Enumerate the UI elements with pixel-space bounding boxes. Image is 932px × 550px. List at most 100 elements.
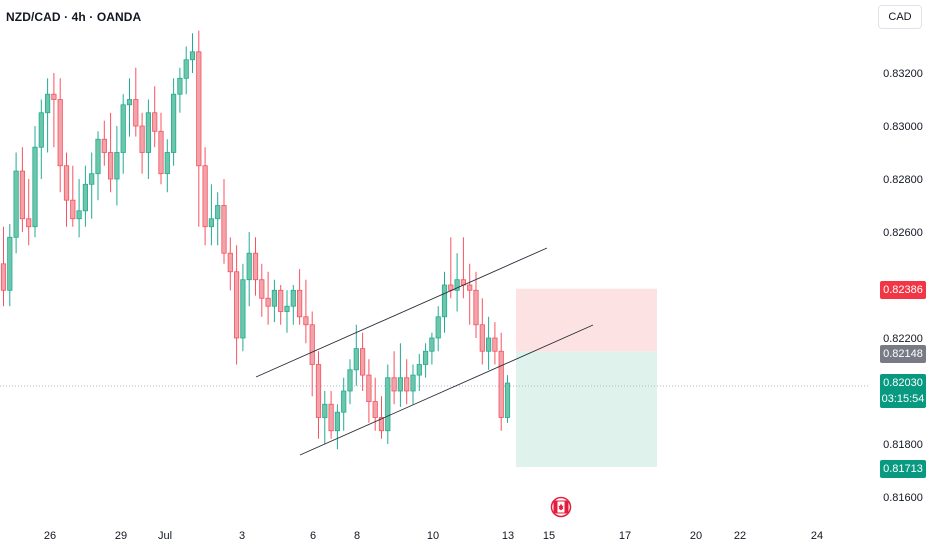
time-tick-label: 8 bbox=[354, 530, 360, 542]
candle-body bbox=[202, 165, 208, 228]
candle-body bbox=[359, 348, 366, 376]
candle bbox=[271, 279, 278, 323]
candle bbox=[429, 332, 435, 365]
candle bbox=[183, 46, 189, 95]
candle-body bbox=[252, 252, 259, 281]
candle bbox=[152, 86, 158, 148]
candle bbox=[334, 404, 341, 450]
candle bbox=[441, 271, 448, 333]
candle-body bbox=[353, 348, 359, 371]
candle bbox=[63, 152, 70, 227]
candle-body bbox=[328, 403, 334, 432]
candle bbox=[101, 120, 107, 166]
candle bbox=[448, 237, 454, 299]
candle bbox=[278, 285, 284, 325]
price-tick-label: 0.82600 bbox=[883, 227, 923, 239]
candle-body bbox=[347, 369, 353, 392]
canada-event-icon[interactable] bbox=[550, 496, 572, 518]
candle bbox=[504, 375, 511, 423]
time-tick-label: 15 bbox=[543, 530, 555, 542]
candle-body bbox=[63, 165, 70, 201]
currency-button[interactable]: CAD bbox=[878, 5, 922, 29]
candle bbox=[467, 263, 473, 325]
candle-body bbox=[227, 252, 233, 273]
price-tick-label: 0.83200 bbox=[883, 68, 923, 80]
candle bbox=[284, 290, 290, 333]
candle-body bbox=[108, 152, 114, 180]
time-axis[interactable]: 26 29 Jul 3 6 8 10 13 15 17 20 22 24 bbox=[44, 530, 823, 542]
candle bbox=[215, 192, 221, 246]
price-tick-label: 0.81800 bbox=[883, 439, 923, 451]
candle bbox=[133, 67, 139, 137]
candle bbox=[347, 359, 353, 405]
candle-body bbox=[492, 337, 498, 352]
channel-upper-line[interactable] bbox=[255, 247, 548, 378]
candle-body bbox=[133, 99, 139, 127]
candle bbox=[51, 73, 57, 148]
candle-body bbox=[177, 77, 183, 95]
candle bbox=[164, 139, 170, 193]
candle-body bbox=[221, 205, 227, 254]
candle-body bbox=[416, 364, 422, 376]
stop-loss-zone[interactable] bbox=[516, 288, 657, 352]
candle-body bbox=[114, 152, 120, 180]
candle-body bbox=[76, 210, 82, 220]
candle bbox=[189, 33, 196, 73]
candle-body bbox=[334, 411, 341, 432]
candle-body bbox=[422, 350, 429, 365]
symbol-title: NZD/CAD · 4h · OANDA bbox=[6, 10, 142, 24]
candle-body bbox=[366, 374, 372, 403]
candle bbox=[145, 99, 151, 179]
candle-body bbox=[13, 170, 19, 238]
candle-body bbox=[189, 51, 196, 61]
candle bbox=[485, 316, 492, 370]
time-tick-label: 20 bbox=[690, 530, 702, 542]
candle-body bbox=[259, 279, 265, 299]
position-zones bbox=[516, 288, 657, 468]
channel-lower-line[interactable] bbox=[299, 324, 594, 456]
candle-body bbox=[126, 99, 133, 106]
time-tick-label: Jul bbox=[158, 530, 172, 542]
candle-body bbox=[233, 271, 240, 339]
candle-body bbox=[240, 279, 246, 339]
candle bbox=[473, 271, 479, 338]
candle-body bbox=[296, 289, 303, 318]
candle bbox=[479, 298, 485, 365]
channel-lines bbox=[255, 247, 594, 456]
candle bbox=[404, 359, 410, 405]
candle bbox=[385, 364, 391, 444]
candle-body bbox=[271, 289, 278, 307]
candle bbox=[45, 78, 51, 153]
candle bbox=[13, 152, 19, 254]
candle bbox=[196, 30, 202, 227]
candle bbox=[498, 332, 504, 431]
candle-body bbox=[410, 374, 416, 392]
candle bbox=[391, 351, 397, 405]
candle bbox=[108, 112, 114, 193]
countdown-timer: 03:15:54 bbox=[881, 393, 925, 405]
candle bbox=[252, 237, 259, 296]
candle bbox=[366, 359, 372, 423]
candle bbox=[19, 147, 26, 232]
last-price-value: 0.82030 bbox=[883, 377, 923, 389]
candle bbox=[322, 391, 328, 444]
candle bbox=[296, 269, 303, 325]
candle bbox=[353, 324, 359, 386]
candle bbox=[177, 67, 183, 113]
candle-body bbox=[57, 99, 63, 167]
entry-price-label: 0.82148 bbox=[880, 345, 926, 363]
candle bbox=[95, 131, 101, 201]
candle-body bbox=[19, 170, 26, 220]
candle bbox=[416, 353, 422, 391]
candle bbox=[359, 332, 366, 391]
candle bbox=[82, 165, 88, 227]
candle bbox=[139, 112, 145, 174]
candle bbox=[309, 311, 315, 397]
take-profit-zone[interactable] bbox=[516, 351, 657, 468]
candle-body bbox=[278, 289, 284, 312]
candle-body bbox=[498, 350, 504, 418]
candle-body bbox=[429, 337, 435, 352]
candle bbox=[32, 126, 38, 238]
candle-body bbox=[378, 417, 385, 432]
